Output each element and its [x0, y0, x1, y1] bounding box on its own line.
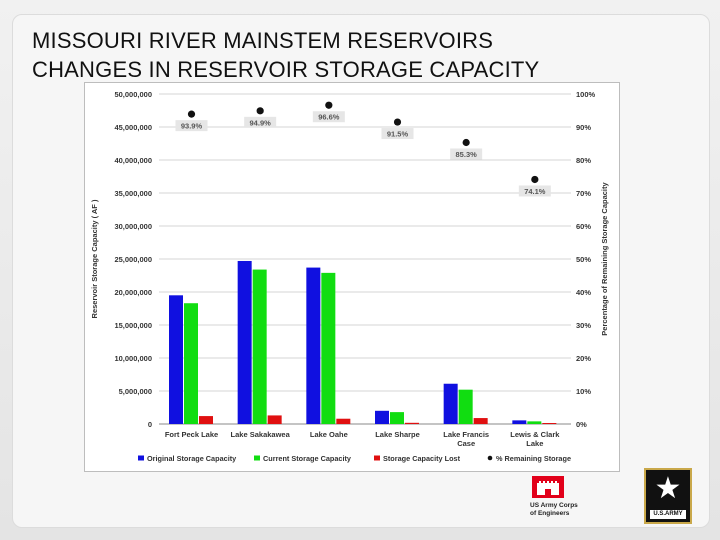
category-label: Lake Sharpe [375, 430, 420, 439]
bar-current-storage-capacity [321, 272, 336, 424]
bar-current-storage-capacity [390, 412, 404, 424]
bar-current-storage-capacity [252, 269, 267, 424]
y-tick-label: 5,000,000 [119, 387, 152, 396]
y2-tick-label: 70% [576, 189, 591, 198]
y2-tick-label: 40% [576, 288, 591, 297]
usace-line-2: of Engineers [530, 510, 570, 517]
bar-original-storage-capacity [443, 383, 458, 424]
legend-label: % Remaining Storage [496, 454, 571, 463]
y2-tick-label: 60% [576, 222, 591, 231]
percent-label-background [312, 111, 345, 123]
percent-label-background [244, 116, 277, 128]
bar-original-storage-capacity [375, 410, 389, 424]
category-label: Lake Francis [443, 430, 489, 439]
percent-remaining-point [256, 107, 264, 115]
y2-tick-label: 20% [576, 354, 591, 363]
category-label: Lake Oahe [310, 430, 348, 439]
castle-icon [532, 476, 564, 498]
slide-title: MISSOURI RIVER MAINSTEM RESERVOIRS CHANG… [32, 26, 539, 84]
y-axis-title: Reservoir Storage Capacity ( AF ) [90, 199, 99, 318]
usace-logo: US Army Corps of Engineers [530, 474, 600, 524]
category-label: Fort Peck Lake [165, 430, 218, 439]
y2-tick-label: 80% [576, 156, 591, 165]
y-tick-label: 40,000,000 [114, 156, 152, 165]
percent-remaining-point [531, 175, 539, 184]
y-tick-label: 20,000,000 [114, 288, 152, 297]
category-label: Lewis & Clark [510, 430, 560, 439]
percent-data-label: 96.6% [318, 113, 340, 122]
y-tick-label: 25,000,000 [114, 255, 152, 264]
star-icon: ★ [654, 472, 682, 505]
army-wordmark: U.S.ARMY [650, 510, 686, 519]
bar-current-storage-capacity [458, 389, 473, 424]
usace-line-1: US Army Corps [530, 502, 578, 509]
y2-axis-title: Percentage of Remaining Storage Capacity [600, 181, 609, 335]
percent-label-background [518, 185, 551, 197]
y2-tick-label: 100% [576, 90, 596, 99]
bar-original-storage-capacity [306, 267, 321, 424]
bar-current-storage-capacity [184, 303, 198, 424]
storage-capacity-chart: 0 5,000,000 10,000,000 15,000,000 20,000,000… [90, 90, 609, 463]
bar-original-storage-capacity [512, 420, 527, 424]
percent-remaining-point [187, 110, 196, 118]
y-tick-label: 35,000,000 [114, 189, 152, 198]
legend-marker [254, 455, 260, 461]
y2-tick-label: 90% [576, 123, 591, 132]
percent-remaining-point [462, 138, 470, 147]
category-label: Case [457, 439, 475, 448]
usace-wordmark: US Army Corps of Engineers [530, 502, 578, 518]
legend-marker [138, 455, 144, 461]
bar-original-storage-capacity [169, 295, 183, 424]
percent-remaining-point [393, 118, 402, 126]
bar-storage-capacity-lost [405, 422, 419, 424]
bar-current-storage-capacity [527, 421, 542, 424]
percent-data-label: 74.1% [524, 187, 546, 196]
y-tick-label: 15,000,000 [114, 321, 152, 330]
bar-storage-capacity-lost [336, 418, 351, 424]
y2-tick-label: 10% [576, 387, 591, 396]
slide-title-line-1: MISSOURI RIVER MAINSTEM RESERVOIRS [32, 28, 494, 53]
bar-storage-capacity-lost [267, 415, 282, 424]
y-tick-label: 10,000,000 [114, 354, 152, 363]
percent-data-label: 94.9% [250, 118, 272, 127]
y2-tick-label: 30% [576, 321, 591, 330]
bar-original-storage-capacity [237, 260, 252, 424]
category-label: Lake Sakakawea [231, 430, 291, 439]
legend-label: Current Storage Capacity [263, 454, 352, 463]
y-tick-label: 0 [148, 420, 152, 429]
slide-title-line-2: CHANGES IN RESERVOIR STORAGE CAPACITY [32, 57, 540, 82]
legend-label: Storage Capacity Lost [383, 454, 461, 463]
bar-storage-capacity-lost [542, 423, 557, 424]
y2-tick-label: 50% [576, 255, 591, 264]
legend-marker [487, 455, 493, 461]
percent-label-background [381, 128, 414, 140]
percent-label-background [175, 120, 208, 132]
chart-container: 0 5,000,000 10,000,000 15,000,000 20,000,000… [84, 82, 620, 472]
percent-data-label: 93.9% [181, 122, 203, 131]
category-label: Lake [526, 439, 543, 448]
y-tick-label: 50,000,000 [114, 90, 152, 99]
percent-remaining-point [325, 101, 333, 109]
legend-label: Original Storage Capacity [147, 454, 237, 463]
legend-marker [374, 455, 380, 461]
percent-data-label: 85.3% [456, 150, 478, 159]
bar-storage-capacity-lost [473, 418, 488, 424]
percent-label-background [450, 148, 483, 160]
bar-storage-capacity-lost [199, 416, 213, 424]
y2-tick-label: 0% [576, 420, 587, 429]
y-tick-label: 30,000,000 [114, 222, 152, 231]
percent-data-label: 91.5% [387, 130, 409, 139]
y-tick-label: 45,000,000 [114, 123, 152, 132]
us-army-logo: ★ U.S.ARMY [644, 468, 692, 524]
